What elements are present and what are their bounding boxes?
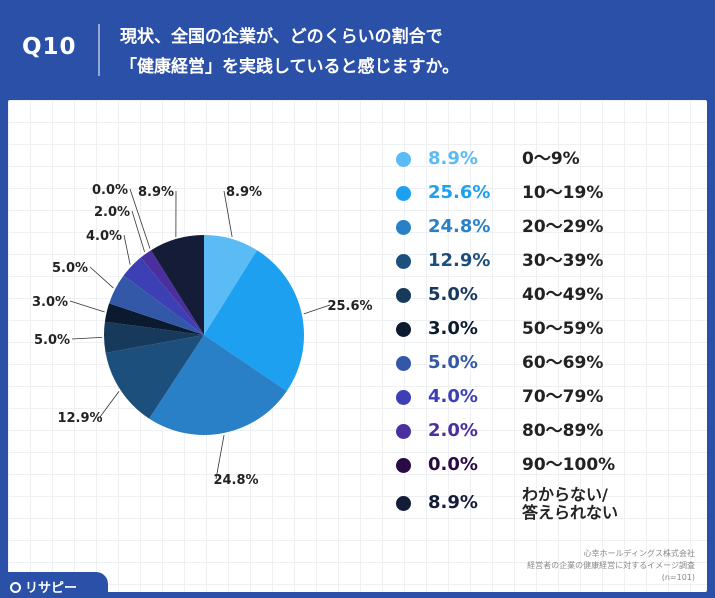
legend-category: 50〜59% [522, 319, 604, 339]
legend-item: 8.9% 0〜9% [390, 148, 690, 172]
question-line-2: 「健康経営」を実践していると感じますか。 [120, 57, 460, 77]
legend-percent: 3.0% [428, 318, 478, 339]
slice-label: 12.9% [57, 411, 102, 426]
leader-line [215, 434, 225, 480]
legend-category: 40〜49% [522, 285, 604, 305]
slice-label: 3.0% [32, 295, 68, 310]
chart-panel: 8.9% 25.6% 24.8% 12.9% 5.0% 3.0% 5.0% 4.0% 2.0% 0… [8, 100, 707, 592]
legend-item: 2.0% 80〜89% [390, 420, 690, 444]
question-line-1: 現状、全国の企業が、どのくらいの割合で [120, 27, 443, 47]
pie-slice [150, 235, 204, 335]
pie-slice [103, 321, 204, 353]
pie-slice [109, 275, 204, 335]
slice-label: 2.0% [94, 205, 130, 220]
pie-slice [140, 250, 204, 335]
legend-category: 20〜29% [522, 217, 604, 237]
legend-swatch [396, 356, 411, 371]
legend-item: 5.0% 40〜49% [390, 284, 690, 308]
legend-swatch [396, 322, 411, 337]
leader-line [131, 210, 145, 253]
legend-swatch [396, 424, 411, 439]
legend-percent: 25.6% [428, 182, 491, 203]
leader-line [129, 188, 151, 249]
question-number: Q10 [22, 34, 77, 60]
source-company: 心幸ホールディングス株式会社 [583, 549, 695, 558]
legend-swatch [396, 390, 411, 405]
legend-category: わからない/ 答えられない [522, 486, 618, 522]
legend-category-line-2: 答えられない [522, 503, 619, 522]
legend-percent: 0.0% [428, 454, 478, 475]
question-text: 現状、全国の企業が、どのくらいの割合で 「健康経営」を実践していると感じますか。 [120, 22, 700, 82]
legend-item: 5.0% 60〜69% [390, 352, 690, 376]
brand-mark-icon [10, 582, 21, 593]
leader-line [71, 337, 103, 340]
slice-label: 5.0% [52, 261, 88, 276]
header-divider [98, 24, 100, 76]
header: Q10 現状、全国の企業が、どのくらいの割合で 「健康経営」を実践していると感じ… [0, 0, 715, 98]
legend-category: 90〜100% [522, 455, 616, 475]
pie-slice [204, 235, 258, 335]
legend-swatch [396, 496, 411, 511]
pie-slice [149, 335, 287, 435]
pie-slice [105, 335, 204, 419]
pie-slice [204, 250, 304, 392]
slice-label: 5.0% [34, 333, 70, 348]
source-survey: 経営者の企業の健康経営に対するイメージ調査 [527, 561, 695, 570]
leader-line [303, 304, 331, 315]
legend-category: 60〜69% [522, 353, 604, 373]
pie-chart: 8.9% 25.6% 24.8% 12.9% 5.0% 3.0% 5.0% 4.0% 2.0% 0… [32, 183, 373, 488]
slice-label: 25.6% [327, 299, 372, 314]
legend-item: 3.0% 50〜59% [390, 318, 690, 342]
legend-item: 12.9% 30〜39% [390, 250, 690, 274]
slice-label: 4.0% [86, 229, 122, 244]
legend-category: 10〜19% [522, 183, 604, 203]
pie-slice [104, 303, 204, 335]
legend-swatch [396, 152, 411, 167]
leader-line [99, 391, 120, 418]
legend-percent: 24.8% [428, 216, 491, 237]
leader-line [223, 190, 233, 238]
legend-item: 4.0% 70〜79% [390, 386, 690, 410]
legend-swatch [396, 458, 411, 473]
leader-line [89, 266, 114, 289]
legend-category: 80〜89% [522, 421, 604, 441]
legend-swatch [396, 220, 411, 235]
slice-label: 8.9% [138, 185, 174, 200]
legend-swatch [396, 186, 411, 201]
leader-line [69, 300, 105, 313]
legend-percent: 4.0% [428, 386, 478, 407]
legend-category: 70〜79% [522, 387, 604, 407]
legend-item: 24.8% 20〜29% [390, 216, 690, 240]
legend-item: 8.9% わからない/ 答えられない [390, 486, 690, 522]
legend-category: 0〜9% [522, 149, 580, 169]
legend-category: 30〜39% [522, 251, 604, 271]
legend-percent: 12.9% [428, 250, 491, 271]
brand-name: リサピー [25, 581, 78, 596]
slice-label: 24.8% [213, 473, 258, 488]
brand-logo: リサピー [0, 572, 108, 598]
legend-percent: 8.9% [428, 492, 478, 513]
slice-label: 8.9% [226, 185, 262, 200]
source-sample-size: (n=101) [661, 573, 695, 582]
legend-percent: 5.0% [428, 284, 478, 305]
legend-swatch [396, 288, 411, 303]
legend-swatch [396, 254, 411, 269]
legend-category-line-1: わからない/ [522, 485, 608, 504]
legend-percent: 5.0% [428, 352, 478, 373]
pie-slice [123, 257, 204, 335]
slice-label: 0.0% [92, 183, 128, 198]
legend-percent: 2.0% [428, 420, 478, 441]
legend-item: 25.6% 10〜19% [390, 182, 690, 206]
legend-item: 0.0% 90〜100% [390, 454, 690, 478]
legend-percent: 8.9% [428, 148, 478, 169]
source-note: 心幸ホールディングス株式会社 経営者の企業の健康経営に対するイメージ調査 (n=… [527, 548, 695, 584]
leader-line [123, 234, 131, 265]
